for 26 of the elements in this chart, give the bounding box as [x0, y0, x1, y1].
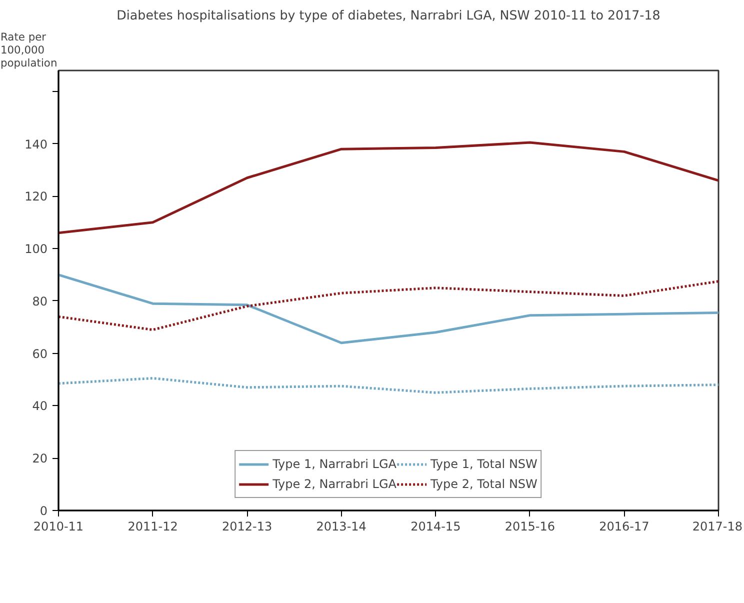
x-tick-label: 2015-16: [504, 520, 555, 534]
line-series: [58, 141, 718, 234]
y-tick-label: 140: [24, 137, 48, 152]
line-series: [58, 280, 718, 332]
legend-label: Type 1, Total NSW: [430, 457, 538, 471]
line-series: [58, 274, 718, 344]
x-tick-label: 2016-17: [599, 520, 650, 534]
y-tick-label: 0: [40, 504, 48, 518]
legend-label: Type 1, Narrabri LGA: [272, 457, 396, 471]
x-tick-label: 2013-14: [316, 520, 366, 534]
x-tick-label: 2017-18: [692, 520, 742, 534]
chart-title: Diabetes hospitalisations by type of diabetes, Narrabri LGA, NSW 2010-11 to 2017-18: [116, 8, 660, 22]
x-tick-label: 2010-11: [33, 520, 84, 534]
y-tick-label: 60: [32, 346, 48, 361]
x-tick-label: 2012-13: [222, 520, 272, 534]
y-tick-label: 120: [24, 190, 48, 204]
y-tick-label: 20: [32, 452, 48, 466]
x-tick-label: 2011-12: [128, 520, 178, 534]
line-series: [58, 376, 718, 394]
y-tick-label: 100: [24, 242, 48, 256]
y-tick-label: 40: [32, 399, 48, 414]
y-axis-title: Rate per 100,000 population: [0, 30, 58, 70]
x-tick-label: 2014-15: [410, 520, 461, 534]
y-tick-label: 80: [32, 294, 48, 308]
legend-label: Type 2, Narrabri LGA: [272, 477, 396, 491]
legend-label: Type 2, Total NSW: [430, 477, 538, 491]
